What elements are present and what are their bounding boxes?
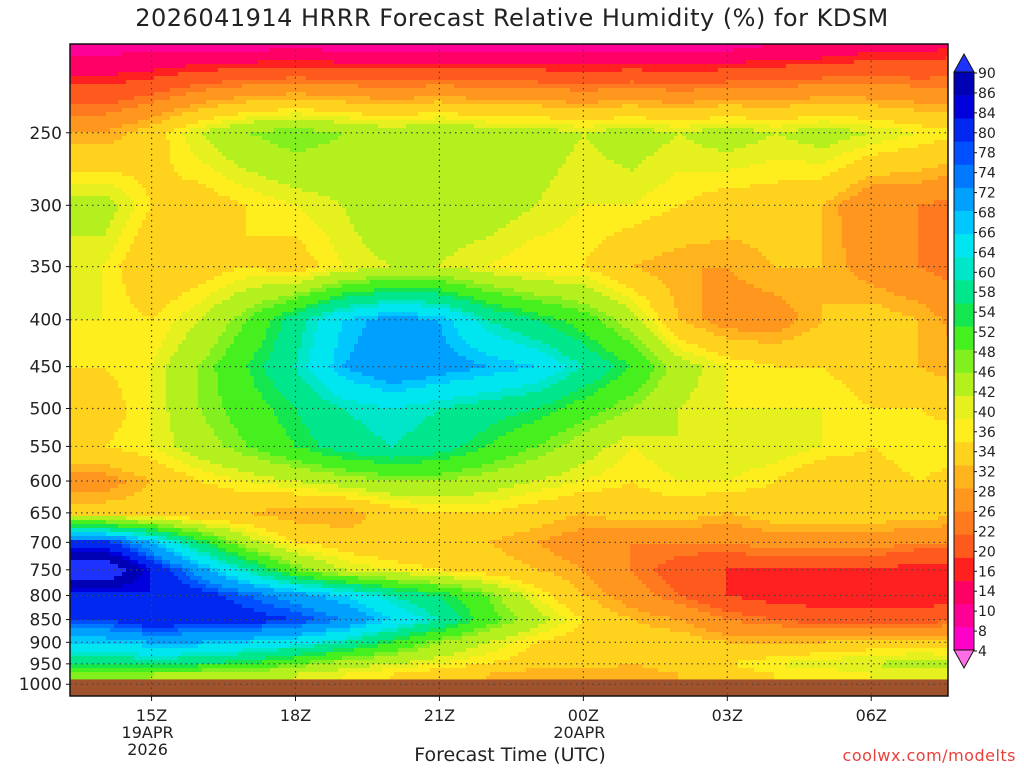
y-tick-label: 650 — [30, 504, 62, 524]
ground-layer — [70, 679, 948, 696]
colorbar-label: 14 — [978, 584, 996, 600]
colorbar-segment — [954, 396, 974, 419]
colorbar-segment — [954, 257, 974, 280]
colorbar-over — [954, 54, 974, 72]
colorbar-label: 4 — [978, 644, 987, 660]
colorbar-segment — [954, 211, 974, 234]
ground-fill — [70, 679, 948, 696]
y-tick-label: 1000 — [19, 675, 62, 695]
colorbar-label: 46 — [978, 365, 996, 381]
colorbar-segment — [954, 627, 974, 650]
y-tick-label: 250 — [30, 124, 62, 144]
x-tick-label: 21Z — [424, 706, 455, 725]
colorbar-segment — [954, 581, 974, 604]
y-tick-label: 450 — [30, 358, 62, 378]
colorbar-label: 72 — [978, 186, 996, 202]
colorbar-label: 48 — [978, 345, 996, 361]
y-tick-label: 750 — [30, 561, 62, 581]
colorbar-label: 10 — [978, 604, 996, 620]
colorbar-label: 84 — [978, 106, 996, 122]
colorbar-label: 20 — [978, 544, 996, 560]
colorbar-segment — [954, 373, 974, 396]
colorbar-segment — [954, 303, 974, 326]
colorbar-segment — [954, 280, 974, 303]
colorbar-label: 36 — [978, 425, 996, 441]
colorbar-label: 52 — [978, 325, 996, 341]
colorbar-segment — [954, 118, 974, 141]
y-tick-label: 600 — [30, 472, 62, 492]
y-tick-label: 850 — [30, 611, 62, 631]
x-axis-label: Forecast Time (UTC) — [300, 744, 720, 766]
y-tick-label: 400 — [30, 311, 62, 331]
colorbar-segment — [954, 442, 974, 465]
colorbar-label: 16 — [978, 564, 996, 580]
colorbar-label: 78 — [978, 146, 996, 162]
colorbar-label: 28 — [978, 485, 996, 501]
x-tick-label: 18Z — [280, 706, 311, 725]
rh-heatmap — [70, 44, 951, 697]
colorbar-segment — [954, 419, 974, 442]
colorbar-label: 26 — [978, 504, 996, 520]
credit-link[interactable]: coolwx.com/modelts — [843, 746, 1016, 765]
colorbar-segment — [954, 234, 974, 257]
y-tick-label: 550 — [30, 437, 62, 457]
colorbar-label: 90 — [978, 66, 996, 82]
colorbar-under — [954, 650, 974, 668]
colorbar-segment — [954, 72, 974, 95]
colorbar-segment — [954, 164, 974, 187]
colorbar-label: 64 — [978, 245, 996, 261]
colorbar-label: 42 — [978, 385, 996, 401]
colorbar: 4810141620222628323436404246485254586064… — [954, 54, 996, 668]
y-tick-label: 500 — [30, 400, 62, 420]
colorbar-label: 58 — [978, 285, 996, 301]
colorbar-label: 32 — [978, 465, 996, 481]
colorbar-label: 68 — [978, 206, 996, 222]
colorbar-segment — [954, 326, 974, 349]
colorbar-label: 34 — [978, 445, 996, 461]
x-tick-label: 03Z — [712, 706, 743, 725]
colorbar-segment — [954, 465, 974, 488]
y-axis-ticks: 2503003504004505005506006507007508008509… — [19, 124, 70, 695]
colorbar-label: 66 — [978, 225, 996, 241]
x-tick-label: 06Z — [856, 706, 887, 725]
colorbar-label: 40 — [978, 405, 996, 421]
y-tick-label: 950 — [30, 655, 62, 675]
x-tick-sublabel: 2026 — [127, 740, 168, 759]
colorbar-segment — [954, 349, 974, 372]
colorbar-label: 80 — [978, 126, 996, 142]
colorbar-segment — [954, 511, 974, 534]
colorbar-segment — [954, 141, 974, 164]
colorbar-label: 60 — [978, 265, 996, 281]
colorbar-segment — [954, 188, 974, 211]
colorbar-label: 86 — [978, 86, 996, 102]
y-tick-label: 350 — [30, 258, 62, 278]
y-tick-label: 300 — [30, 196, 62, 216]
colorbar-label: 22 — [978, 524, 996, 540]
colorbar-label: 54 — [978, 305, 996, 321]
colorbar-segment — [954, 558, 974, 581]
y-tick-label: 800 — [30, 586, 62, 606]
colorbar-segment — [954, 604, 974, 627]
y-tick-label: 700 — [30, 533, 62, 553]
colorbar-segment — [954, 95, 974, 118]
colorbar-segment — [954, 488, 974, 511]
colorbar-segment — [954, 534, 974, 557]
y-tick-label: 900 — [30, 633, 62, 653]
colorbar-label: 8 — [978, 624, 987, 640]
x-tick-sublabel: 20APR — [553, 723, 605, 742]
colorbar-label: 74 — [978, 166, 996, 182]
